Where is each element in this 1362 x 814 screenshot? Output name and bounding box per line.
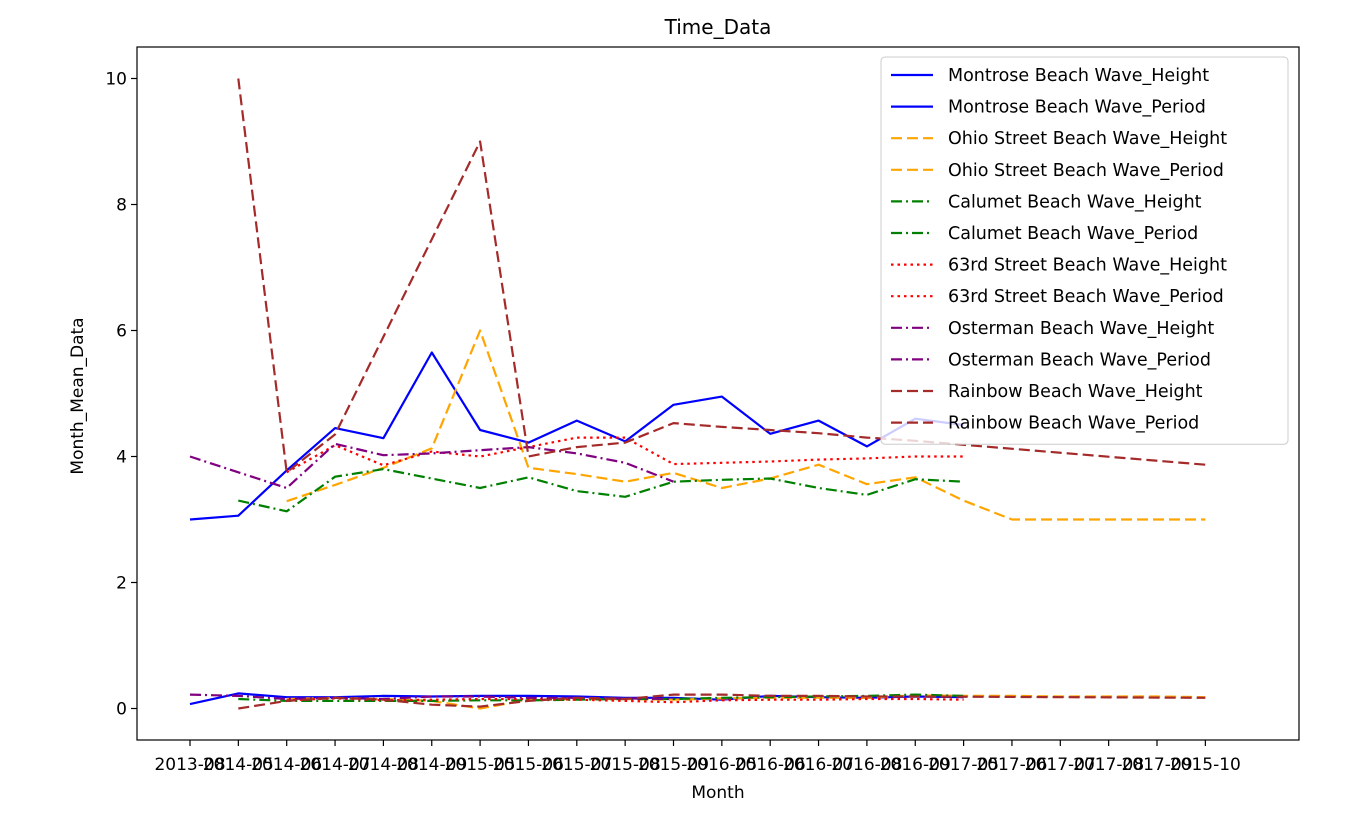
x-tick-label: 2016-05	[686, 755, 757, 775]
series-line-osterman-beach-wave-period	[189, 442, 674, 490]
legend-box	[880, 56, 1289, 445]
series-line-ohio-street-beach-wave-height	[286, 694, 1206, 710]
series-line-rainbow-beach-wave-period	[237, 78, 1206, 474]
series-line-rainbow-beach-wave-height	[238, 693, 1206, 710]
x-tick-label: 2015-07	[541, 755, 612, 775]
legend-label: 63rd Street Beach Wave_Height	[948, 256, 1227, 276]
x-tick-label: 2014-06	[251, 755, 322, 775]
x-tick-label: 2014-08	[348, 755, 419, 775]
y-axis-ticks: 0 2 4 6 8 10	[105, 70, 137, 720]
legend-label: Calumet Beach Wave_Height	[948, 192, 1202, 212]
series-line-63rd-street-beach-wave-period	[286, 436, 964, 474]
plot-frame	[136, 46, 1300, 741]
x-tick-label: 2014-05	[203, 755, 274, 775]
y-tick-label: 6	[116, 322, 127, 342]
x-tick-label: 2016-06	[735, 755, 806, 775]
x-axis-label: Month	[691, 783, 744, 803]
x-axis-ticks: 2013-082014-052014-062014-072014-082014-…	[154, 740, 1241, 775]
y-tick-label: 4	[116, 448, 127, 468]
x-tick-label: 2015-05	[445, 755, 516, 775]
legend-label: Calumet Beach Wave_Period	[948, 224, 1198, 244]
legend-label: Rainbow Beach Wave_Period	[948, 414, 1199, 434]
legend: Montrose Beach Wave_Height Montrose Beach…	[880, 56, 1289, 445]
series-layer	[189, 78, 1206, 710]
series-line-63rd-street-beach-wave-height	[286, 697, 964, 704]
series-line-calumet-beach-wave-period	[238, 468, 964, 513]
x-tick-label: 2015-09	[638, 755, 709, 775]
y-tick-label: 10	[105, 70, 127, 90]
x-tick-label: 2016-07	[783, 755, 854, 775]
x-tick-label: 2014-07	[300, 755, 371, 775]
x-tick-label: 2017-05	[928, 755, 999, 775]
series-line-ohio-street-beach-wave-period	[286, 329, 1206, 521]
x-tick-label: 2017-08	[1073, 755, 1144, 775]
y-tick-label: 0	[116, 700, 127, 720]
legend-label: Ohio Street Beach Wave_Height	[948, 129, 1227, 149]
x-tick-label: 2017-07	[1025, 755, 1096, 775]
legend-label: Montrose Beach Wave_Period	[948, 98, 1206, 118]
x-tick-label: 2016-09	[880, 755, 951, 775]
legend-label: Ohio Street Beach Wave_Period	[948, 161, 1224, 181]
chart-title: Time_Data	[664, 15, 772, 39]
x-tick-label: 2017-09	[1121, 755, 1192, 775]
legend-label: Osterman Beach Wave_Period	[948, 350, 1211, 370]
x-tick-label: 2015-08	[590, 755, 661, 775]
legend-label: Osterman Beach Wave_Height	[948, 319, 1214, 339]
x-tick-label: 2015-06	[493, 755, 564, 775]
legend-label: Montrose Beach Wave_Height	[948, 66, 1209, 86]
legend-label: 63rd Street Beach Wave_Period	[948, 287, 1224, 307]
y-axis-label: Month_Mean_Data	[68, 317, 88, 474]
x-tick-label: 2014-09	[396, 755, 467, 775]
y-tick-label: 8	[116, 196, 127, 216]
x-tick-label: 2013-08	[154, 755, 225, 775]
legend-label: Rainbow Beach Wave_Height	[948, 382, 1203, 402]
x-tick-label: 2016-08	[831, 755, 902, 775]
x-tick-label: 2015-10	[1170, 755, 1241, 775]
series-line-montrose-beach-wave-period	[189, 351, 964, 521]
y-tick-label: 2	[116, 574, 127, 594]
x-tick-label: 2017-06	[976, 755, 1047, 775]
